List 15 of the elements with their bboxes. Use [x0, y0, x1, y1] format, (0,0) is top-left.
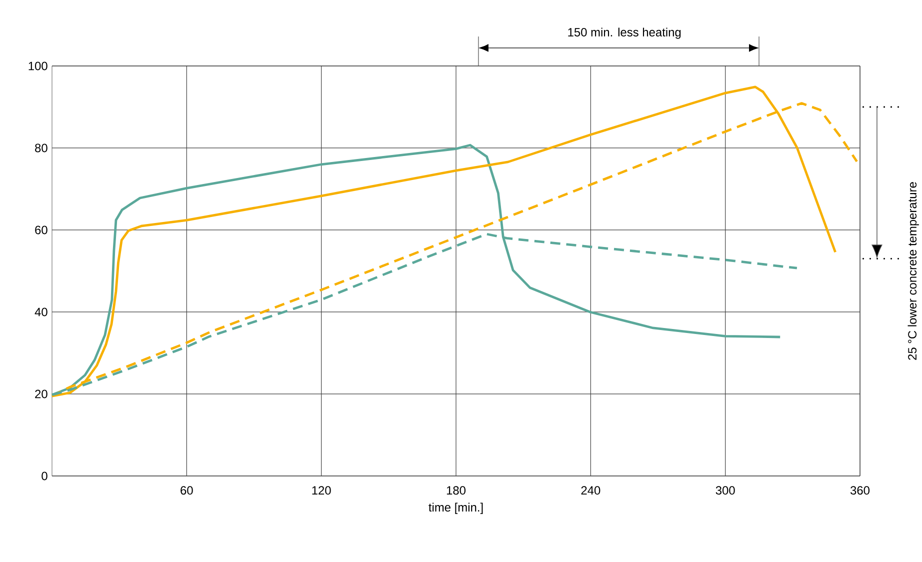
x-tick-label: 180	[446, 486, 466, 495]
y-tick-label: 0	[42, 472, 48, 480]
x-tick-label: 60	[180, 486, 193, 495]
y-tick-label: 100	[28, 62, 48, 70]
y-tick-label: 40	[34, 308, 48, 316]
x-tick-label: 300	[716, 486, 735, 495]
y-tick-label: 60	[35, 226, 48, 234]
x-tick-label: 240	[581, 486, 600, 495]
x-axis-title: time [min.]	[428, 502, 483, 514]
text: 25 °C lower concrete temperature	[908, 182, 919, 360]
x-tick-label: 360	[850, 486, 870, 495]
y-tick-label: 20	[35, 390, 48, 398]
text: 150 min. less heating	[568, 28, 681, 39]
x-tick-label: 120	[312, 486, 331, 495]
y-tick-label: 80	[35, 144, 48, 152]
